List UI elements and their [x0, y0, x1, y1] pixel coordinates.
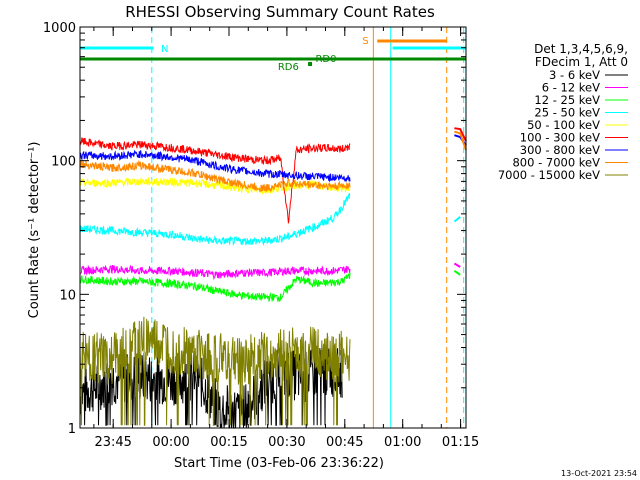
x-axis-label: Start Time (03-Feb-06 23:36:22): [174, 456, 384, 471]
y-tick-label: 100: [51, 155, 76, 170]
legend-label: 800 - 7000 keV: [512, 156, 600, 170]
x-tick-label: 00:45: [326, 435, 363, 450]
chart-title: RHESSI Observing Summary Count Rates: [125, 3, 435, 21]
late-series-line: [453, 262, 461, 268]
y-axis-label: Count Rate (s⁻¹ detector⁻¹): [27, 142, 42, 319]
annotation-rd0: RD0: [315, 54, 336, 65]
legend-header-decim: FDecim 1, Att 0: [535, 55, 628, 69]
late-series-line: [453, 216, 461, 223]
flag-lines: N S RD0 RD6: [80, 27, 466, 428]
x-tick-label: 23:45: [94, 435, 131, 450]
annotation-s: S: [362, 36, 368, 47]
y-tick-label: 1: [68, 422, 76, 437]
x-tick-label: 00:15: [210, 435, 247, 450]
legend-label: 12 - 25 keV: [534, 93, 600, 107]
legend-label: 6 - 12 keV: [542, 81, 600, 95]
timestamp-footer: 13-Oct-2021 23:54: [561, 469, 637, 478]
annotation-rd6: RD6: [278, 62, 299, 73]
series-line: [79, 192, 351, 246]
legend-label: 300 - 800 keV: [520, 143, 600, 157]
late-series-line: [453, 269, 461, 276]
x-tick-label: 01:00: [384, 435, 421, 450]
legend-label: 25 - 50 keV: [534, 106, 600, 120]
x-tick-label: 00:00: [152, 435, 189, 450]
x-tick-label: 01:15: [442, 435, 479, 450]
rd6-marker: [308, 62, 313, 66]
series-line: [79, 272, 351, 303]
series-line: [79, 264, 351, 281]
series-line: [79, 137, 351, 224]
series-line: [79, 316, 351, 426]
legend-label: 7000 - 15000 keV: [498, 168, 600, 182]
legend-label: 50 - 100 keV: [527, 118, 600, 132]
annotation-n: N: [161, 44, 168, 55]
late-series-line: [454, 127, 467, 142]
plot-frame: [79, 26, 467, 429]
y-tick-label: 10: [59, 288, 76, 303]
axes: 1 10 100 1000 23:45 00:00 00:15 00:30 00:45 01:00…: [43, 21, 479, 450]
legend-label: 100 - 300 keV: [520, 131, 600, 145]
series-line: [79, 159, 351, 193]
x-tick-label: 00:30: [268, 435, 305, 450]
series-line: [79, 345, 343, 430]
legend-label: 3 - 6 keV: [549, 68, 600, 82]
series-line: [79, 149, 351, 183]
y-tick-label: 1000: [43, 21, 76, 36]
late-series-line: [454, 130, 467, 151]
legend-header-detectors: Det 1,3,4,5,6,9,: [534, 42, 628, 56]
series-lines: [79, 127, 467, 430]
